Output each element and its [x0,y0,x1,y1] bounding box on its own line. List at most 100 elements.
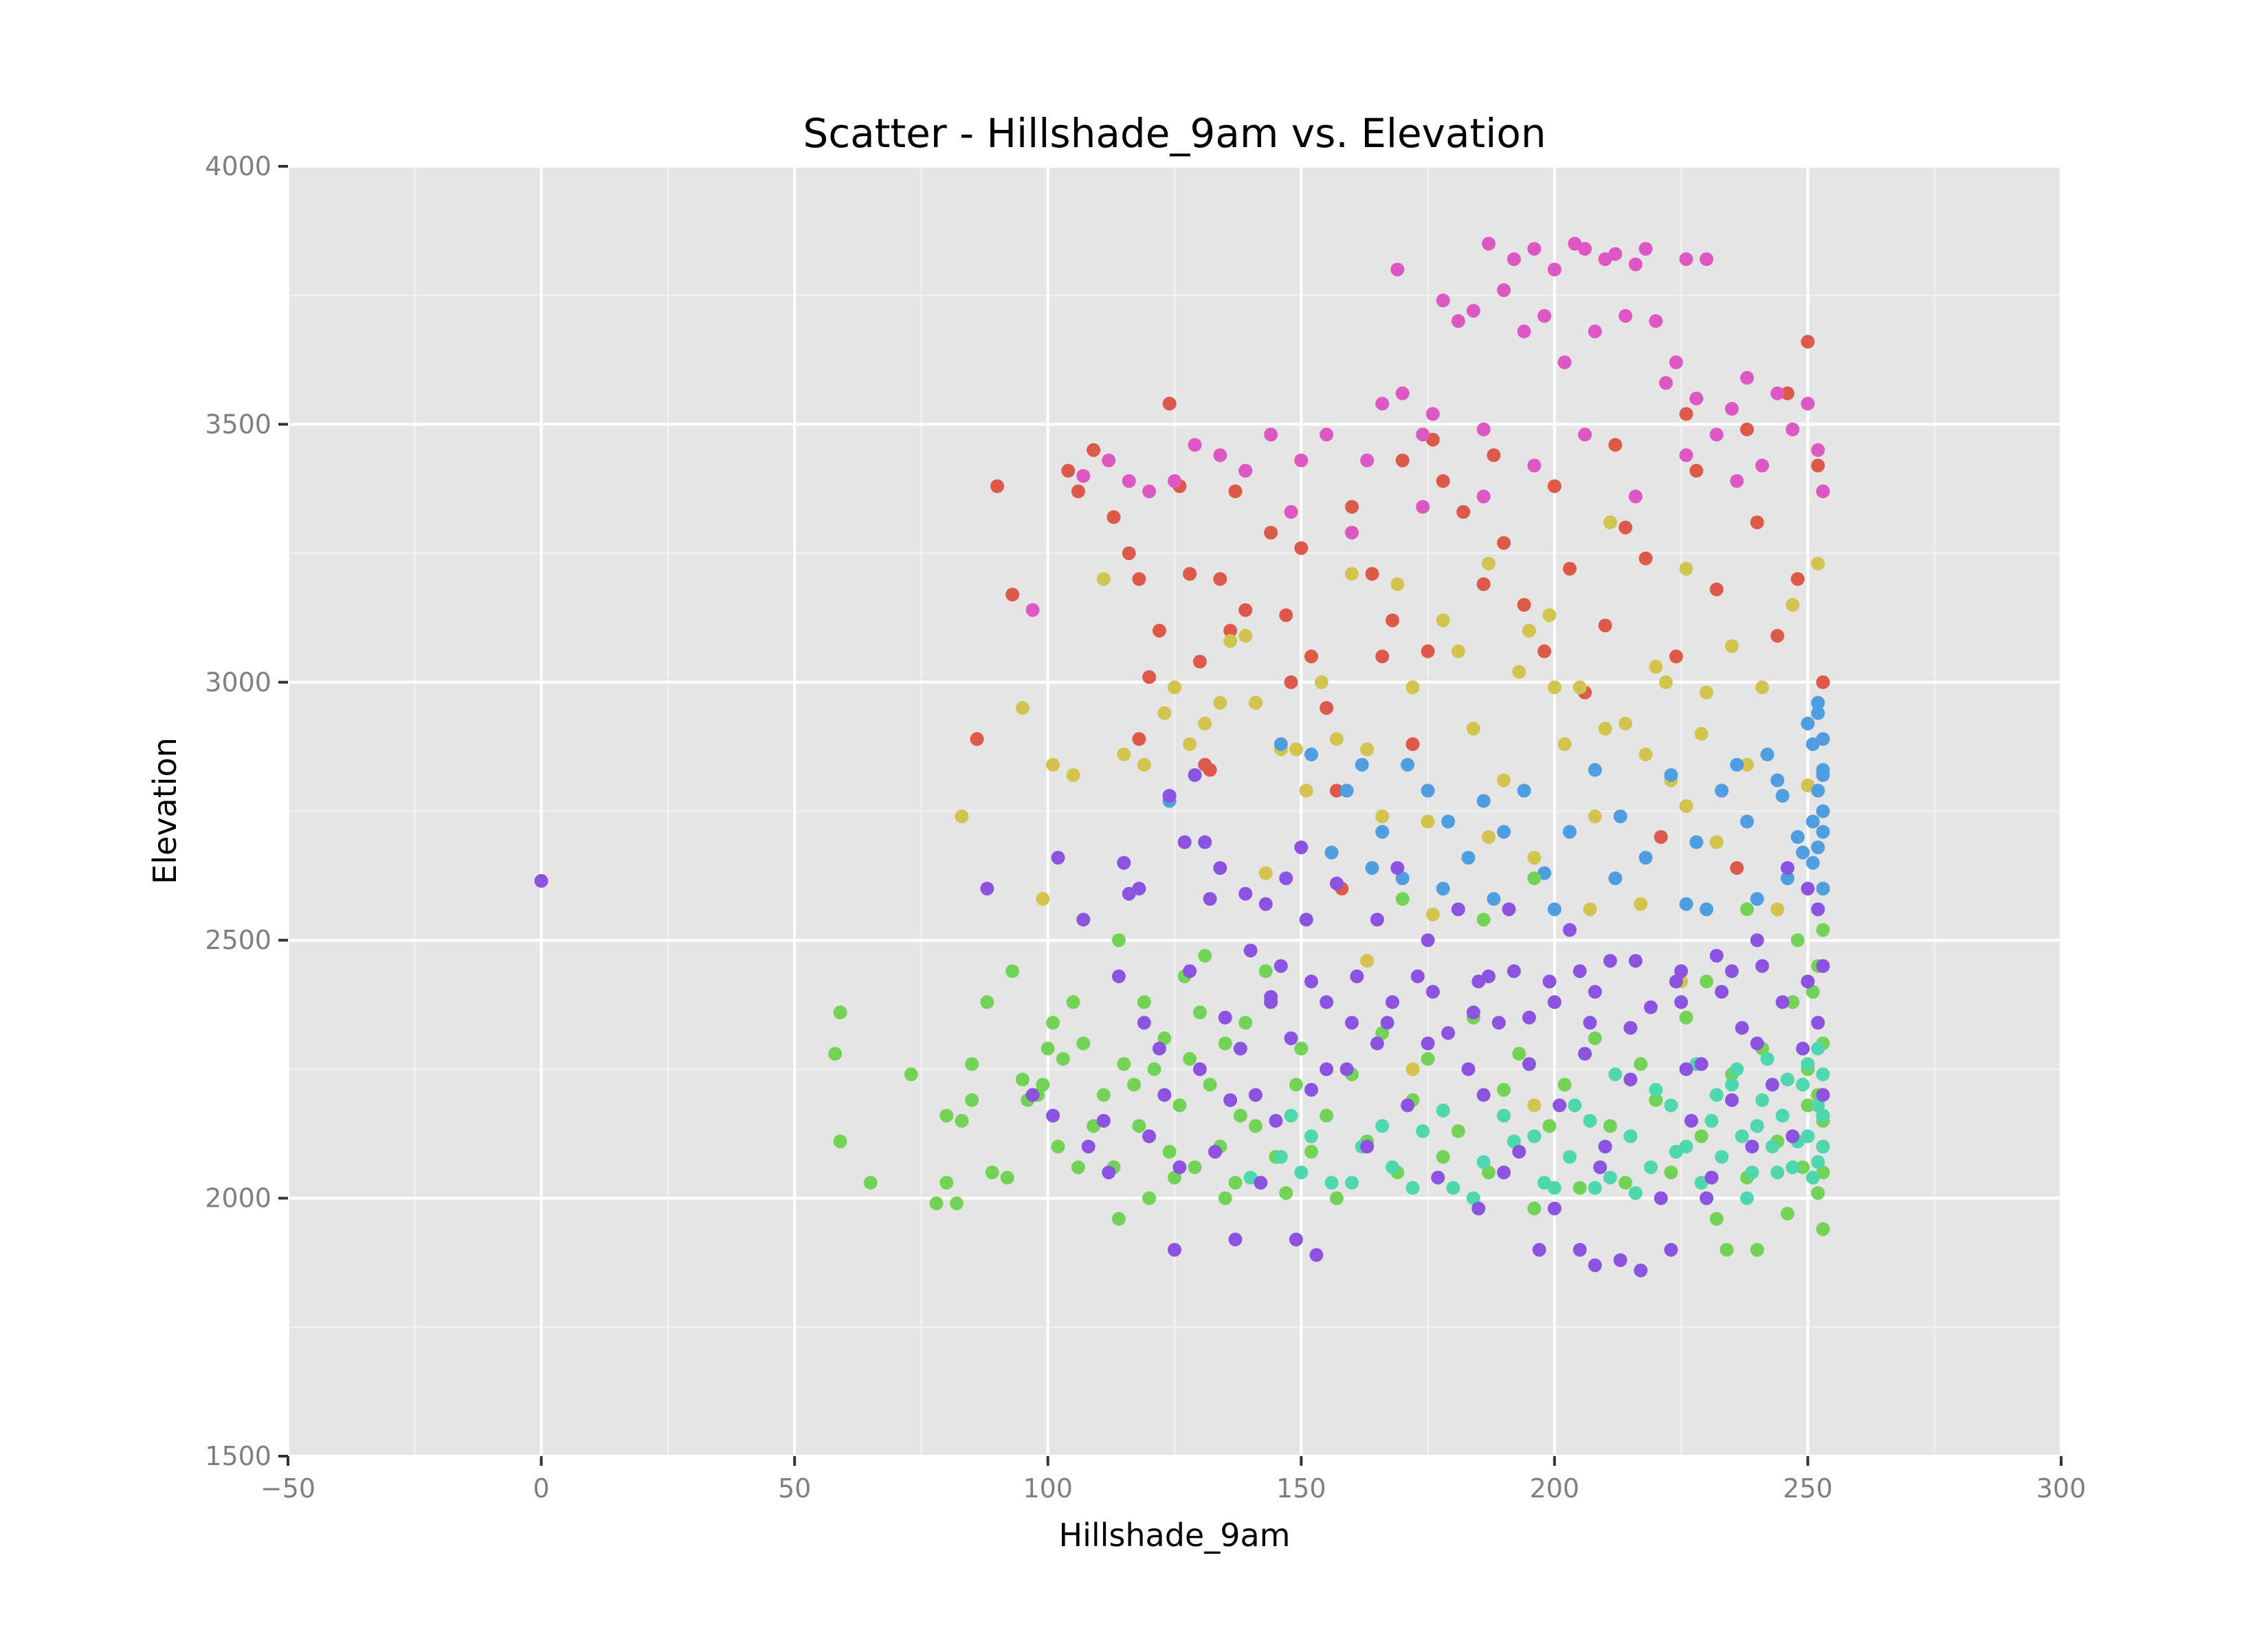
scatter-point [1634,1263,1648,1277]
scatter-point [1542,974,1557,989]
scatter-point [1284,1108,1298,1123]
scatter-point [1770,773,1785,788]
chart-title: Scatter - Hillshade_9am vs. Elevation [803,110,1546,157]
scatter-point [1740,422,1754,436]
scatter-point [1248,1119,1263,1133]
scatter-point [1638,551,1653,566]
scatter-point [1679,897,1693,911]
scatter-point [1487,448,1501,462]
scatter-point [1724,639,1739,654]
scatter-point [1709,582,1724,596]
scatter-point [1816,1088,1830,1102]
scatter-point [1421,1051,1435,1066]
scatter-point [1375,1119,1390,1133]
scatter-point [1603,1170,1617,1185]
scatter-point [1801,1057,1815,1071]
scatter-point [1102,454,1116,467]
scatter-point [1588,763,1602,777]
scatter-point [1203,763,1217,777]
scatter-point [1801,1098,1815,1113]
scatter-point [1451,1124,1465,1138]
scatter-point [1735,1129,1749,1143]
scatter-point [1203,892,1217,906]
scatter-point [1694,1176,1709,1190]
scatter-point [1482,236,1496,251]
scatter-point [1198,948,1212,963]
scatter-point [1192,1062,1207,1076]
scatter-point [1203,1078,1217,1092]
scatter-point [1274,1150,1288,1164]
scatter-point [1416,500,1430,514]
scatter-point [1638,851,1653,865]
scatter-point [1517,324,1531,339]
scatter-point [1172,1160,1187,1174]
scatter-point [1213,861,1227,875]
scatter-point [1107,510,1121,524]
scatter-point [1132,1119,1146,1133]
scatter-point [1786,422,1800,436]
scatter-point [1304,1129,1318,1143]
scatter-point [1801,779,1815,792]
scatter-point [1527,242,1542,256]
scatter-point [1497,1082,1511,1097]
scatter-point [1689,835,1704,849]
scatter-point [1370,913,1384,927]
scatter-point [1147,1062,1161,1076]
scatter-point [929,1196,944,1211]
scatter-point [1572,680,1587,695]
scatter-point [1628,954,1643,968]
scatter-point [1345,526,1359,540]
scatter-point [1532,1242,1546,1257]
x-tick-label: 50 [778,1473,811,1504]
scatter-point [1805,737,1820,751]
scatter-point [1770,902,1785,917]
scatter-point [1329,732,1344,746]
scatter-point [1750,1242,1764,1257]
scatter-point [1142,1129,1157,1143]
scatter-point [1294,454,1309,467]
scatter-point [1471,1201,1486,1216]
scatter-point [1188,768,1202,782]
scatter-point [1339,1062,1354,1076]
scatter-point [1228,1232,1243,1247]
scatter-point [1233,1108,1247,1123]
scatter-point [1512,665,1526,679]
scatter-point [1765,1078,1779,1092]
scatter-point [1578,427,1592,442]
scatter-point [1679,1010,1693,1025]
scatter-point [1405,680,1420,695]
scatter-point [1623,1020,1638,1035]
scatter-point [1816,923,1830,937]
scatter-point [1780,386,1794,401]
scatter-point [1801,974,1815,989]
x-tick-label: 100 [1023,1473,1073,1504]
scatter-point [1786,995,1800,1009]
scatter-point [1608,247,1623,261]
y-tick-label: 3500 [205,409,271,439]
y-tick-label: 1500 [205,1441,271,1471]
scatter-point [1537,1176,1552,1190]
scatter-point [1659,376,1673,390]
scatter-point [1694,726,1709,741]
scatter-point [1096,1088,1111,1102]
scatter-point [1228,484,1243,498]
scatter-point [1572,964,1587,979]
scatter-point [1223,1093,1238,1107]
scatter-point [1304,649,1318,664]
scatter-point [833,1005,847,1020]
scatter-point [1547,1181,1561,1195]
scatter-point [1811,458,1825,473]
scatter-point [1557,355,1572,370]
scatter-point [1299,913,1313,927]
scatter-point [1740,1191,1754,1205]
scatter-point [1715,985,1729,999]
scatter-point [1183,1051,1197,1066]
scatter-point [1704,1170,1719,1185]
scatter-point [980,995,994,1009]
scatter-point [1192,1005,1207,1020]
scatter-point [1188,1160,1202,1174]
scatter-point [1497,773,1511,788]
scatter-point [955,1114,969,1128]
scatter-point [1425,407,1440,421]
scatter-point [1446,1181,1460,1195]
